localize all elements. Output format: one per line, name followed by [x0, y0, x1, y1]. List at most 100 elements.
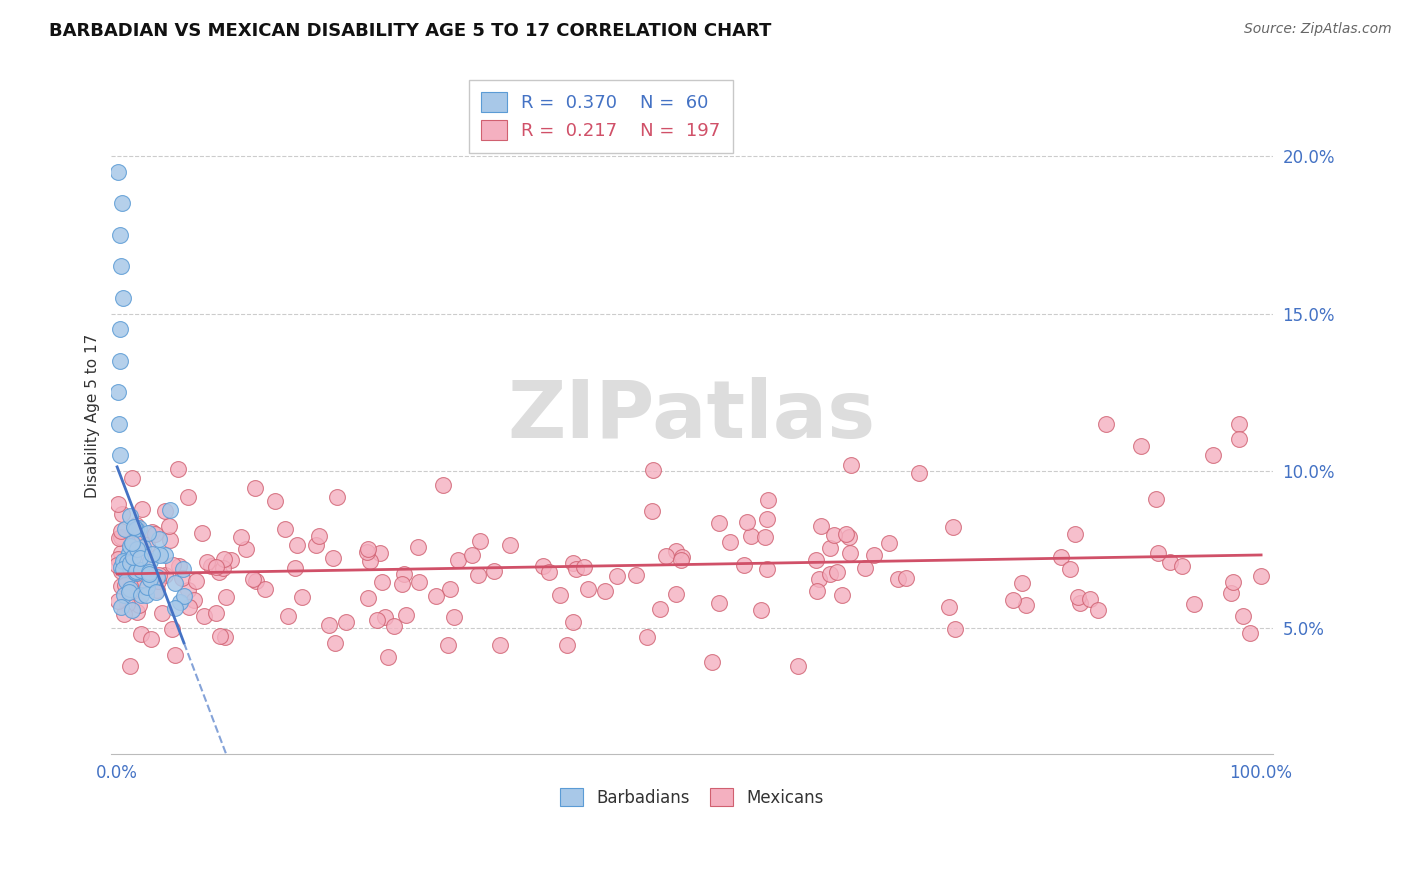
- Point: [120, 509, 142, 524]
- Point: [219, 553, 242, 567]
- Point: [124, 566, 146, 580]
- Point: [538, 566, 561, 580]
- Point: [357, 591, 380, 605]
- Point: [107, 165, 129, 179]
- Point: [214, 630, 236, 644]
- Point: [1063, 526, 1085, 541]
- Point: [155, 548, 177, 562]
- Point: [129, 563, 152, 577]
- Point: [173, 589, 195, 603]
- Point: [107, 531, 129, 545]
- Point: [461, 549, 484, 563]
- Point: [105, 558, 128, 572]
- Point: [167, 462, 190, 476]
- Point: [245, 574, 267, 589]
- Point: [242, 572, 264, 586]
- Point: [125, 605, 148, 619]
- Point: [110, 524, 132, 538]
- Point: [115, 597, 138, 611]
- Point: [159, 533, 181, 548]
- Point: [437, 638, 460, 652]
- Point: [938, 600, 960, 615]
- Point: [138, 565, 160, 579]
- Legend: Barbadians, Mexicans: Barbadians, Mexicans: [553, 781, 831, 814]
- Point: [135, 538, 157, 552]
- Point: [235, 542, 257, 557]
- Text: BARBADIAN VS MEXICAN DISABILITY AGE 5 TO 17 CORRELATION CHART: BARBADIAN VS MEXICAN DISABILITY AGE 5 TO…: [49, 22, 772, 40]
- Point: [108, 322, 131, 336]
- Point: [1080, 592, 1102, 607]
- Point: [110, 559, 132, 574]
- Point: [150, 606, 173, 620]
- Point: [131, 530, 153, 544]
- Point: [124, 566, 146, 580]
- Point: [1129, 439, 1152, 453]
- Point: [111, 554, 134, 568]
- Point: [132, 550, 155, 565]
- Point: [467, 567, 489, 582]
- Point: [139, 572, 162, 586]
- Point: [170, 571, 193, 585]
- Point: [810, 518, 832, 533]
- Point: [1222, 574, 1244, 589]
- Point: [114, 522, 136, 536]
- Point: [111, 507, 134, 521]
- Text: ZIPatlas: ZIPatlas: [508, 376, 876, 455]
- Point: [200, 558, 222, 573]
- Point: [335, 615, 357, 630]
- Point: [110, 546, 132, 560]
- Point: [733, 558, 755, 572]
- Point: [183, 593, 205, 607]
- Point: [432, 478, 454, 492]
- Point: [291, 590, 314, 604]
- Point: [108, 353, 131, 368]
- Point: [212, 561, 235, 575]
- Point: [245, 481, 267, 495]
- Point: [148, 532, 170, 546]
- Point: [129, 588, 152, 602]
- Point: [143, 526, 166, 541]
- Point: [305, 538, 328, 552]
- Point: [125, 522, 148, 536]
- Point: [468, 533, 491, 548]
- Point: [124, 564, 146, 578]
- Point: [818, 566, 841, 581]
- Point: [384, 619, 406, 633]
- Point: [489, 638, 512, 652]
- Point: [838, 530, 860, 544]
- Point: [377, 650, 399, 665]
- Point: [839, 458, 862, 473]
- Point: [110, 600, 132, 615]
- Point: [145, 582, 167, 597]
- Point: [165, 601, 187, 615]
- Point: [1159, 555, 1181, 569]
- Point: [1049, 549, 1071, 564]
- Point: [1069, 596, 1091, 610]
- Point: [108, 448, 131, 462]
- Point: [285, 538, 308, 552]
- Point: [153, 504, 176, 518]
- Point: [754, 530, 776, 544]
- Point: [169, 595, 191, 609]
- Point: [823, 527, 845, 541]
- Point: [326, 490, 349, 504]
- Point: [146, 574, 169, 588]
- Point: [177, 599, 200, 614]
- Point: [107, 551, 129, 566]
- Point: [110, 564, 132, 578]
- Point: [1232, 609, 1254, 624]
- Point: [1059, 562, 1081, 576]
- Point: [643, 463, 665, 477]
- Point: [318, 618, 340, 632]
- Point: [648, 602, 671, 616]
- Point: [636, 630, 658, 644]
- Point: [129, 627, 152, 641]
- Point: [806, 583, 828, 598]
- Point: [756, 492, 779, 507]
- Point: [125, 542, 148, 557]
- Point: [129, 550, 152, 565]
- Point: [827, 566, 849, 580]
- Point: [118, 584, 141, 599]
- Point: [135, 588, 157, 602]
- Point: [263, 494, 285, 508]
